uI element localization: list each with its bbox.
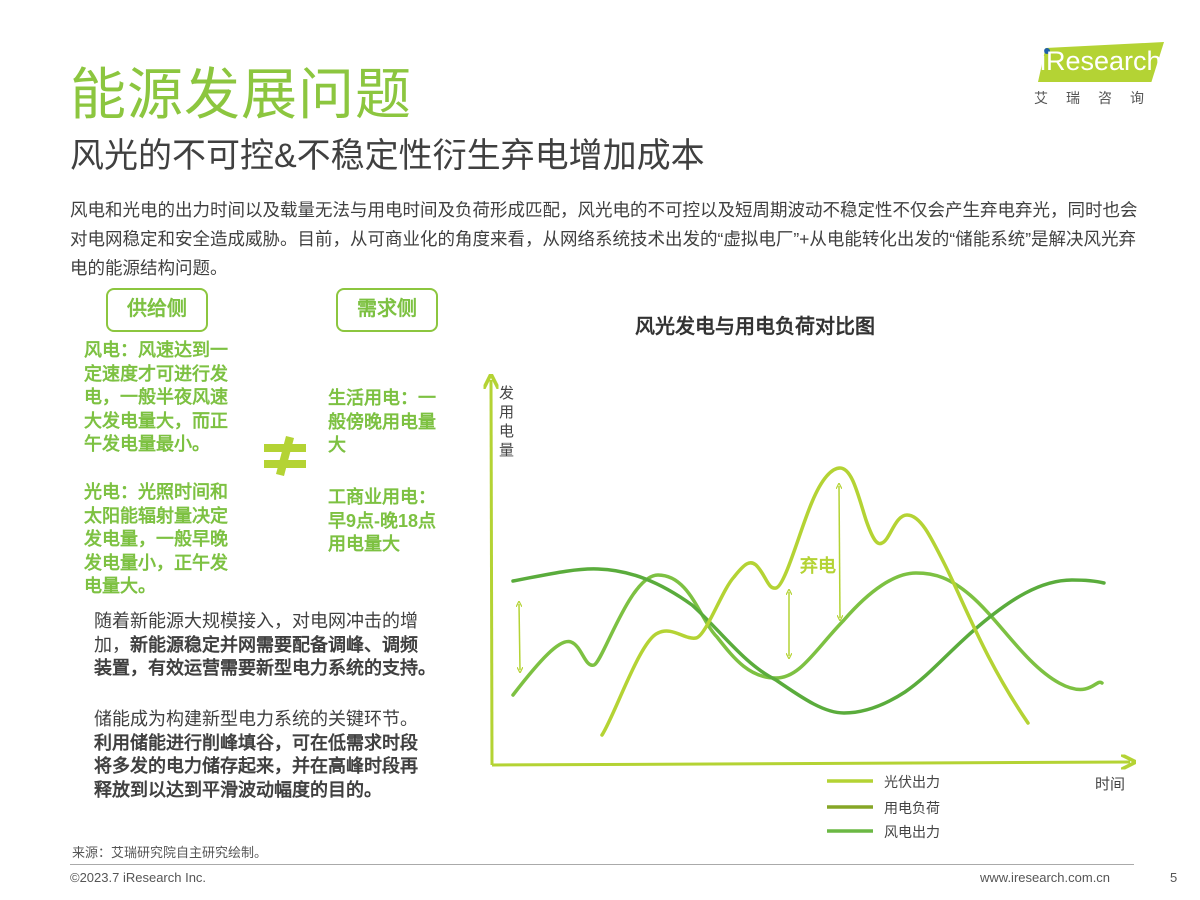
website-link[interactable]: www.iresearch.com.cn	[980, 870, 1111, 885]
grid-impact-paragraph: 随着新能源大规模接入，对电网冲击的增 加，新能源稳定并网需要配备调峰、调频 装置…	[94, 611, 436, 678]
y-axis	[491, 380, 492, 766]
chart-title: 风光发电与用电负荷对比图	[635, 316, 875, 338]
iresearch-logo: iResearch 艾瑞咨询	[1030, 38, 1170, 108]
solar-output-curve	[600, 466, 1030, 737]
x-axis-label: 时间	[1095, 776, 1126, 793]
supply-solar-text: 光电：光照时间和 太阳能辐射量决定 发电量，一般早晚 发电量小，正午发 电量大。	[84, 482, 228, 596]
demand-side-label: 需求侧	[336, 288, 438, 332]
power-load-curve	[511, 567, 1106, 715]
not-equal-icon	[264, 436, 306, 476]
legend-load: 用电负荷	[884, 800, 940, 816]
logo-cn: 艾瑞咨询	[1034, 90, 1162, 106]
curtailment-label: 弃电	[800, 556, 836, 576]
copyright: ©2023.7 iResearch Inc.	[70, 870, 207, 885]
footer-divider	[70, 864, 1134, 865]
x-axis	[491, 762, 1130, 765]
page-title: 能源发展问题	[70, 63, 412, 126]
demand-residential-text: 生活用电：一 般傍晚用电量 大	[328, 388, 436, 455]
supply-wind-text: 风电：风速达到一 定速度才可进行发 电，一般半夜风速 大发电量大，而正 午发电量…	[84, 340, 228, 454]
wind-output-curve	[511, 571, 1104, 697]
page-subtitle: 风光的不可控&不稳定性衍生弃电增加成本	[70, 137, 705, 175]
curtailment-arrow	[839, 486, 840, 618]
gap-arrow-left	[519, 604, 520, 670]
legend-wind: 风电出力	[884, 824, 940, 840]
source-note: 来源：艾瑞研究院自主研究绘制。	[72, 845, 268, 860]
intro-paragraph: 风电和光电的出力时间以及载量无法与用电时间及负荷形成匹配，风光电的不可控以及短周…	[70, 200, 1138, 278]
legend-solar: 光伏出力	[884, 774, 940, 790]
y-axis-label: 发用电量	[499, 385, 515, 459]
page-number: 5	[1170, 870, 1178, 885]
supply-side-label: 供给侧	[106, 288, 208, 332]
logo-text: iResearch	[1040, 46, 1162, 76]
demand-commercial-text: 工商业用电： 早9点-晚18点 用电量大	[328, 487, 437, 554]
storage-paragraph: 储能成为构建新型电力系统的关键环节。 利用储能进行削峰填谷，可在低需求时段 将多…	[94, 709, 418, 800]
